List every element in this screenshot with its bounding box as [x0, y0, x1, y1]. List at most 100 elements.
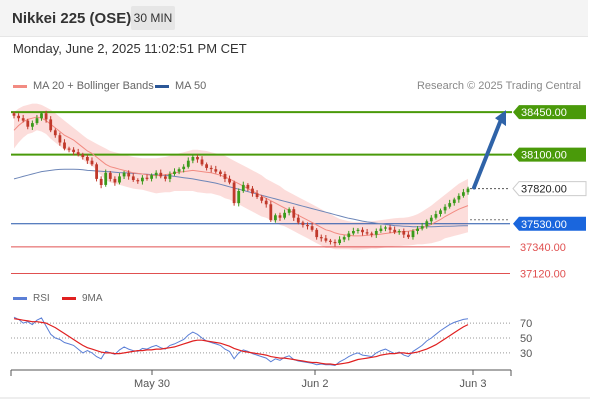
candle-body-87 — [411, 231, 415, 238]
candle-body-63 — [301, 222, 305, 225]
level-badge-37820.00: 37820.00 — [512, 181, 587, 197]
candle-body-40 — [196, 157, 199, 160]
ma9-legend-label: 9MA — [82, 293, 103, 304]
legend-label-ma50: MA 50 — [175, 80, 207, 92]
x-tick-label-Jun 2: Jun 2 — [302, 378, 329, 390]
candle-body-66 — [315, 229, 319, 238]
level-badge-37530.00: 37530.00 — [513, 216, 586, 231]
candle-body-20 — [104, 172, 108, 185]
target-arrow-shaft — [472, 120, 502, 190]
candle-body-56 — [269, 204, 273, 221]
x-tick-label-Jun 3: Jun 3 — [460, 378, 487, 390]
candle-body-4 — [31, 123, 34, 127]
candle-body-44 — [214, 169, 218, 172]
candle-body-26 — [131, 176, 135, 180]
candle-body-19 — [99, 178, 103, 185]
candle-body-13 — [72, 149, 75, 153]
legend-label-ma20: MA 20 + Bollinger Bands — [33, 80, 154, 92]
interval-button[interactable]: 30 MIN — [131, 6, 175, 30]
candle-body-92 — [434, 214, 438, 218]
candle-body-71 — [338, 239, 341, 244]
rsi-tick-30: 30 — [520, 348, 532, 360]
candle-body-34 — [168, 174, 172, 179]
candle-body-69 — [329, 240, 332, 242]
candle-body-47 — [228, 178, 231, 183]
ma20-swatch — [13, 84, 27, 88]
rsi-legend-item-9ma: 9MA — [62, 293, 103, 304]
candle-body-82 — [388, 227, 392, 230]
svg-text:38450.00: 38450.00 — [521, 107, 567, 119]
candle-body-86 — [407, 234, 410, 238]
candle-body-12 — [67, 148, 71, 150]
ma50-swatch — [155, 84, 169, 88]
candle-body-54 — [260, 197, 264, 201]
level-badge-38100.00: 38100.00 — [513, 147, 586, 162]
rsi-line — [13, 316, 469, 367]
candle-body-45 — [219, 171, 222, 174]
target-arrow-head — [495, 110, 506, 127]
candle-body-81 — [384, 227, 387, 229]
candle-body-35 — [173, 171, 176, 174]
candle-body-59 — [283, 212, 286, 218]
candle-body-67 — [319, 237, 323, 239]
header-bar: Nikkei 225 (OSE) 30 MIN — [0, 0, 588, 37]
candle-body-33 — [164, 176, 167, 179]
candle-body-84 — [397, 231, 401, 233]
candle-body-68 — [324, 238, 328, 241]
candle-body-42 — [205, 164, 208, 168]
candle-body-2 — [21, 118, 25, 121]
candle-body-55 — [264, 200, 268, 205]
candle-body-31 — [154, 172, 158, 176]
candle-body-88 — [416, 228, 419, 231]
svg-text:37530.00: 37530.00 — [521, 219, 567, 231]
candle-body-49 — [237, 191, 241, 204]
candle-body-58 — [278, 215, 282, 218]
candle-body-73 — [347, 233, 351, 238]
level-badge-38450.00: 38450.00 — [513, 105, 586, 120]
rsi-tick-70: 70 — [520, 318, 532, 330]
candle-body-64 — [306, 225, 309, 227]
rsi-legend-label: RSI — [33, 293, 50, 304]
ma50-line — [13, 168, 469, 228]
candle-body-93 — [439, 210, 442, 214]
rsi-swatch — [13, 297, 27, 300]
candle-body-11 — [63, 142, 66, 149]
svg-text:38100.00: 38100.00 — [521, 150, 567, 162]
candle-body-23 — [118, 176, 121, 183]
candle-body-83 — [393, 229, 397, 233]
candle-body-3 — [26, 120, 30, 127]
instrument-title: Nikkei 225 (OSE) — [12, 10, 132, 27]
candle-body-57 — [274, 215, 277, 221]
legend-item-ma50: MA 50 — [155, 80, 206, 92]
level-label-37340.00: 37340.00 — [520, 242, 566, 254]
candle-body-75 — [356, 229, 360, 231]
candle-body-10 — [58, 135, 62, 143]
candle-body-96 — [452, 199, 456, 204]
candle-body-7 — [44, 113, 48, 120]
credit-label: Research © 2025 Trading Central — [416, 80, 581, 92]
candle-body-1 — [17, 115, 20, 119]
candle-body-32 — [159, 172, 163, 177]
candle-body-62 — [296, 217, 300, 223]
candle-body-21 — [108, 172, 112, 179]
candle-body-91 — [429, 217, 433, 222]
candle-body-28 — [141, 177, 144, 182]
candle-body-89 — [420, 226, 424, 229]
candle-body-30 — [150, 175, 153, 179]
candle-body-6 — [40, 113, 43, 119]
bollinger-band — [14, 103, 468, 250]
candle-body-97 — [457, 195, 461, 200]
candle-body-77 — [365, 232, 369, 234]
candle-body-18 — [95, 164, 98, 179]
ma9-swatch — [62, 297, 76, 300]
candle-body-0 — [12, 113, 16, 116]
rsi-ma9-line — [13, 318, 469, 366]
candle-body-9 — [53, 130, 57, 136]
candle-body-79 — [374, 231, 378, 235]
candle-body-53 — [255, 193, 259, 197]
candle-body-90 — [425, 221, 429, 227]
svg-text:37820.00: 37820.00 — [521, 184, 567, 196]
candle-body-65 — [310, 226, 314, 230]
rsi-legend-item-rsi: RSI — [13, 293, 50, 304]
